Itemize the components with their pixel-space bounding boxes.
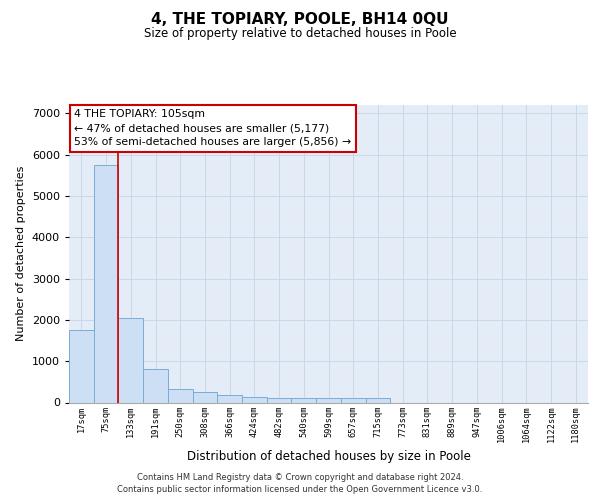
Bar (365, 398, 390, 402)
Bar (118, 318, 143, 402)
Bar (143, 370, 168, 402)
Bar (292, 398, 316, 402)
Bar (69, 330, 94, 402)
Text: 4, THE TOPIARY, POOLE, BH14 0QU: 4, THE TOPIARY, POOLE, BH14 0QU (151, 12, 449, 28)
Bar (316, 398, 341, 402)
Y-axis label: Number of detached properties: Number of detached properties (16, 166, 26, 342)
Bar (242, 396, 267, 402)
Text: Size of property relative to detached houses in Poole: Size of property relative to detached ho… (143, 28, 457, 40)
Text: Contains HM Land Registry data © Crown copyright and database right 2024.
Contai: Contains HM Land Registry data © Crown c… (118, 472, 482, 494)
X-axis label: Distribution of detached houses by size in Poole: Distribution of detached houses by size … (187, 450, 470, 464)
Text: 4 THE TOPIARY: 105sqm
← 47% of detached houses are smaller (5,177)
53% of semi-d: 4 THE TOPIARY: 105sqm ← 47% of detached … (74, 110, 352, 148)
Bar (193, 392, 217, 402)
Bar (341, 398, 365, 402)
Bar (217, 396, 242, 402)
Bar (94, 165, 118, 402)
Bar (267, 398, 292, 402)
Bar (168, 389, 193, 402)
